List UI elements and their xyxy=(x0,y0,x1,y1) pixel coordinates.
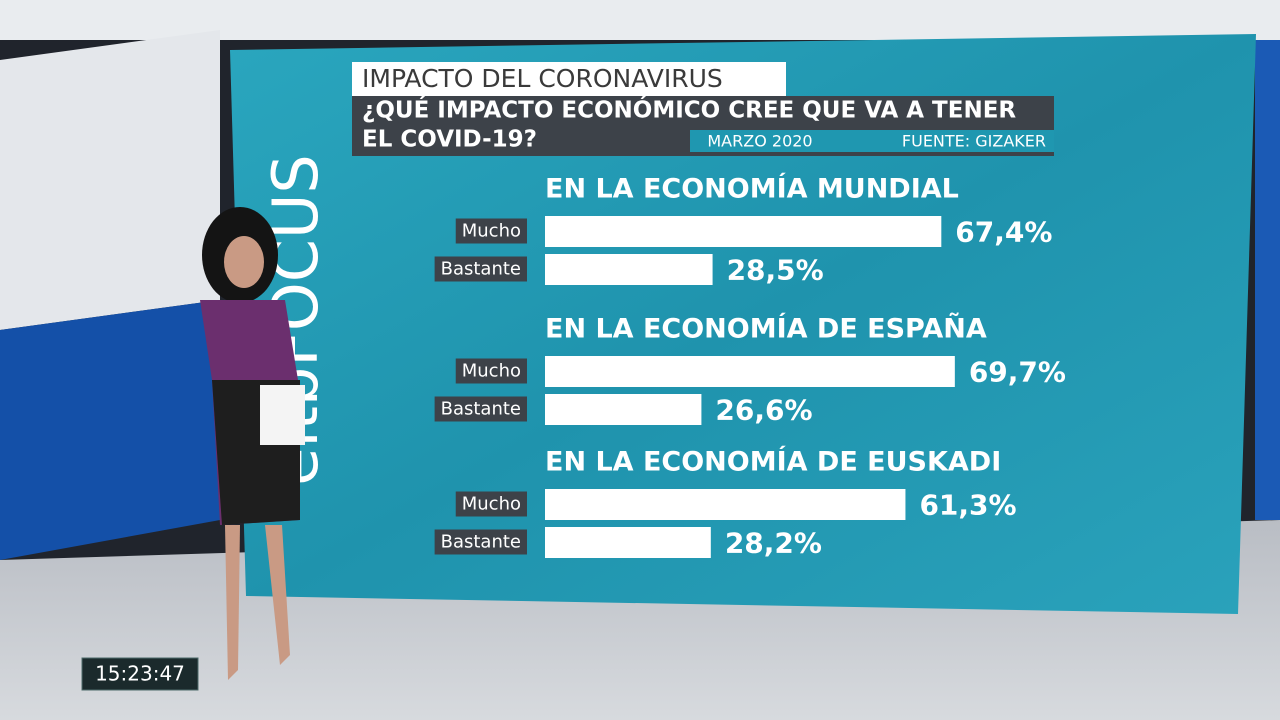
bar xyxy=(545,254,713,285)
value-label: 28,5% xyxy=(727,254,824,287)
clock: 15:23:47 xyxy=(95,662,185,686)
bar xyxy=(545,489,906,520)
category-label: Mucho xyxy=(462,361,521,382)
bar xyxy=(545,216,942,247)
value-label: 26,6% xyxy=(715,394,812,427)
category-box xyxy=(455,358,527,384)
studio-wall-blue xyxy=(0,300,220,560)
title: IMPACTO DEL CORONAVIRUS xyxy=(362,64,723,93)
value-label: 61,3% xyxy=(919,489,1016,522)
bar xyxy=(545,527,711,558)
studio-wall xyxy=(0,30,220,330)
source: FUENTE: GIZAKER xyxy=(902,132,1046,151)
category-label: Bastante xyxy=(441,259,521,280)
value-label: 28,2% xyxy=(725,527,822,560)
screen-panel xyxy=(230,34,1256,614)
meta-strip xyxy=(690,130,1054,152)
category-label: Mucho xyxy=(462,221,521,242)
question-line: EL COVID-19? xyxy=(362,127,537,153)
title-box xyxy=(352,62,786,96)
category-box xyxy=(455,218,527,244)
question-line: ¿QUÉ IMPACTO ECONÓMICO CREE QUE VA A TEN… xyxy=(362,96,1016,124)
clock-box xyxy=(81,657,199,691)
group-title: EN LA ECONOMÍA DE EUSKADI xyxy=(545,446,1001,478)
bar xyxy=(545,394,702,425)
category-label: Bastante xyxy=(441,532,521,553)
group-title: EN LA ECONOMÍA DE ESPAÑA xyxy=(545,313,987,345)
presenter xyxy=(200,207,305,680)
category-box xyxy=(434,256,527,282)
date: MARZO 2020 xyxy=(707,132,812,151)
bar xyxy=(545,356,955,387)
category-label: Mucho xyxy=(462,494,521,515)
category-box xyxy=(434,396,527,422)
category-box xyxy=(455,491,527,517)
group-title: EN LA ECONOMÍA MUNDIAL xyxy=(545,173,959,205)
category-box xyxy=(434,529,527,555)
studio-wall-right xyxy=(1255,40,1280,520)
category-label: Bastante xyxy=(441,399,521,420)
value-label: 67,4% xyxy=(955,216,1052,249)
value-label: 69,7% xyxy=(969,356,1066,389)
